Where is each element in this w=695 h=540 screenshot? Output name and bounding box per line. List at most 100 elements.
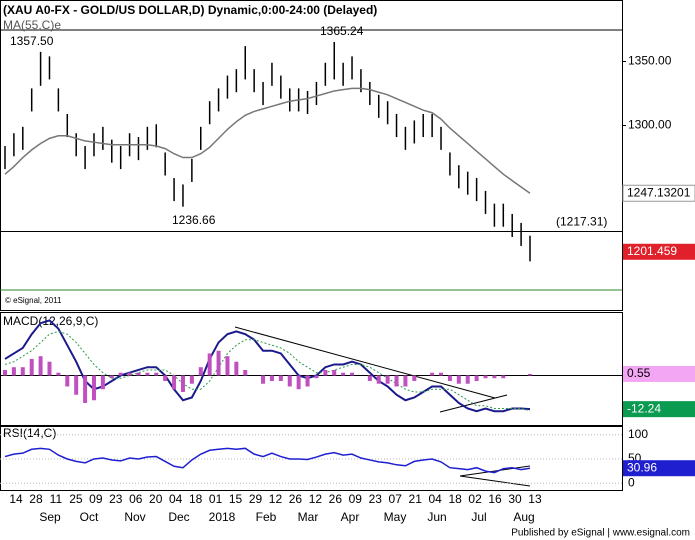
histogram-bar [456, 375, 461, 384]
histogram-bar [154, 372, 159, 376]
ma-legend: MA(55,C)e [3, 18, 61, 32]
histogram-bar [287, 375, 292, 387]
chart-title: (XAU A0-FX - GOLD/US DOLLAR,D) Dynamic,0… [3, 3, 377, 17]
histogram-bar [243, 369, 248, 376]
ma-value-box [622, 184, 695, 202]
x-tick-label: 12 [269, 492, 283, 506]
macd-value-box [623, 401, 695, 418]
y-tick-label: 1350.00 [628, 54, 672, 68]
rsi-title: RSI(14,C) [3, 426, 56, 440]
histogram-bar [269, 375, 274, 381]
x-tick-label: 23 [109, 492, 123, 506]
x-tick-label: 12 [309, 492, 323, 506]
histogram-bar [145, 372, 150, 376]
rsi-trendline [459, 475, 531, 487]
histogram-bar [136, 372, 141, 376]
macd-trendline [234, 326, 496, 399]
histogram-bar [189, 375, 194, 384]
month-label: May [384, 510, 407, 524]
x-tick-label: 15 [229, 492, 243, 506]
histogram-bar [439, 372, 444, 376]
histogram-bar [180, 375, 185, 392]
annotation: 1236.66 [172, 213, 216, 227]
histogram-value-box [623, 365, 695, 382]
month-label: Oct [80, 510, 99, 524]
rsi-value-box [623, 460, 695, 477]
month-label: Apr [341, 510, 360, 524]
last-price-box [623, 243, 695, 260]
histogram-bar [350, 372, 355, 376]
x-tick-label: 26 [329, 492, 343, 506]
histogram-bar [3, 369, 7, 376]
y-tick-label: 0 [628, 475, 635, 489]
histogram-bar [367, 375, 372, 381]
histogram-bar [74, 375, 79, 395]
histogram-bar [225, 356, 230, 376]
footer: Published by eSignal | www.esignal.com [511, 528, 690, 539]
histogram-bar [65, 375, 70, 387]
price-frame [0, 0, 623, 311]
annotation: 1365.24 [320, 24, 364, 38]
histogram-bar [278, 375, 283, 381]
x-tick-label: 29 [249, 492, 263, 506]
x-tick-label: 14 [9, 492, 23, 506]
histogram-bar [376, 375, 381, 384]
x-tick-label: 11 [50, 492, 63, 506]
x-tick-label: 16 [488, 492, 502, 506]
histogram-bar [430, 372, 435, 376]
histogram-bar [412, 375, 417, 381]
histogram-value: 0.55 [627, 366, 651, 380]
month-label: Aug [513, 510, 534, 524]
histogram-bar [234, 361, 239, 376]
histogram-bar [314, 375, 319, 379]
histogram-bar [385, 375, 390, 384]
x-tick-label: 23 [369, 492, 383, 506]
annotation: 1357.50 [10, 34, 54, 48]
x-tick-label: 04 [169, 492, 183, 506]
histogram-bar [47, 361, 52, 376]
histogram-bar [296, 375, 301, 390]
level-label: (1217.31) [556, 215, 607, 229]
histogram-bar [474, 375, 479, 381]
month-label: Mar [298, 510, 319, 524]
histogram-bar [20, 367, 25, 376]
x-tick-label: 01 [209, 492, 223, 506]
x-tick-label: 07 [389, 492, 403, 506]
month-label: Jun [427, 510, 446, 524]
macd-trendline [439, 394, 508, 413]
histogram-bar [465, 375, 470, 384]
x-tick-label: 21 [409, 492, 423, 506]
macd-frame [0, 312, 623, 426]
month-label: Feb [256, 510, 277, 524]
rsi-trendline [459, 465, 531, 477]
histogram-bar [100, 375, 105, 390]
histogram-bar [501, 375, 506, 379]
histogram-bar [216, 350, 221, 376]
histogram-bar [127, 372, 132, 376]
x-tick-label: 26 [289, 492, 303, 506]
month-label: Sep [39, 510, 61, 524]
histogram-bar [341, 372, 346, 376]
histogram-bar [492, 375, 497, 379]
month-label: Dec [168, 510, 189, 524]
month-label: 2018 [209, 510, 236, 524]
histogram-bar [261, 375, 266, 384]
rsi-line [4, 447, 531, 474]
histogram-bar [394, 375, 399, 387]
histogram-bar [38, 356, 43, 376]
x-tick-label: 04 [428, 492, 442, 506]
macd-value: -12.24 [627, 401, 661, 415]
x-tick-label: 06 [129, 492, 143, 506]
last-price: 1201.459 [627, 244, 677, 258]
x-tick-label: 30 [508, 492, 522, 506]
histogram-bar [323, 369, 328, 376]
x-tick-label: 13 [528, 492, 542, 506]
histogram-bar [109, 375, 114, 379]
y-tick-label: 1300.00 [628, 118, 672, 132]
x-tick-label: 09 [89, 492, 103, 506]
ma-value: 1247.13201 [627, 185, 691, 199]
x-tick-label: 09 [349, 492, 363, 506]
x-tick-label: 20 [149, 492, 163, 506]
